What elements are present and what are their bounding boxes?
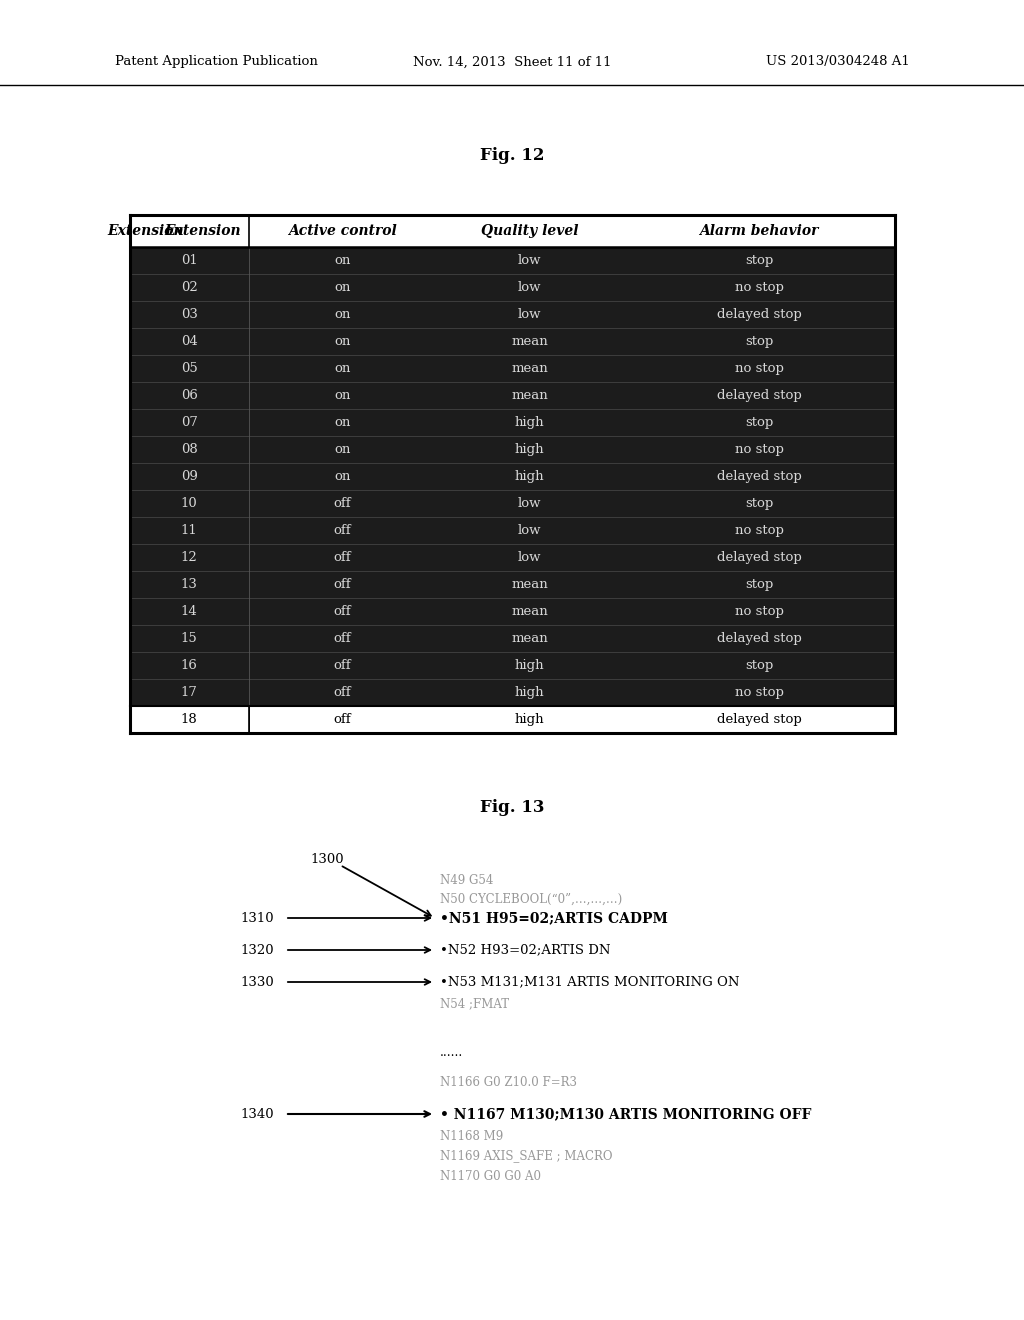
Text: off: off (334, 605, 351, 618)
Text: delayed stop: delayed stop (717, 632, 802, 645)
Text: •N51 H95=02;ARTIS CADPM: •N51 H95=02;ARTIS CADPM (440, 911, 668, 925)
Text: no stop: no stop (735, 444, 783, 455)
Text: 07: 07 (181, 416, 198, 429)
Text: off: off (334, 632, 351, 645)
Text: Patent Application Publication: Patent Application Publication (115, 55, 317, 69)
Text: Active control: Active control (288, 224, 396, 238)
Text: 06: 06 (181, 389, 198, 403)
Text: 1320: 1320 (240, 944, 273, 957)
Text: on: on (334, 444, 350, 455)
Text: 10: 10 (181, 498, 198, 510)
Text: stop: stop (745, 416, 773, 429)
Text: off: off (334, 524, 351, 537)
Text: low: low (518, 550, 542, 564)
Text: off: off (334, 686, 351, 700)
Text: mean: mean (511, 578, 548, 591)
Text: • N1167 M130;M130 ARTIS MONITORING OFF: • N1167 M130;M130 ARTIS MONITORING OFF (440, 1107, 811, 1121)
Text: off: off (334, 498, 351, 510)
Text: 1330: 1330 (240, 975, 273, 989)
Text: low: low (518, 524, 542, 537)
Text: mean: mean (511, 335, 548, 348)
Text: delayed stop: delayed stop (717, 713, 802, 726)
Text: 04: 04 (181, 335, 198, 348)
Text: Alarm behavior: Alarm behavior (699, 224, 819, 238)
Text: on: on (334, 389, 350, 403)
Text: high: high (515, 416, 545, 429)
Text: high: high (515, 470, 545, 483)
Text: no stop: no stop (735, 524, 783, 537)
Text: 05: 05 (181, 362, 198, 375)
Text: Extension: Extension (108, 224, 184, 238)
Text: delayed stop: delayed stop (717, 550, 802, 564)
Text: •N53 M131;M131 ARTIS MONITORING ON: •N53 M131;M131 ARTIS MONITORING ON (440, 975, 739, 989)
Text: on: on (334, 362, 350, 375)
Text: 03: 03 (181, 308, 198, 321)
Text: N54 ;FMAT: N54 ;FMAT (440, 998, 509, 1011)
Text: low: low (518, 253, 542, 267)
Text: Quality level: Quality level (481, 224, 579, 238)
Text: Extension: Extension (164, 224, 241, 238)
Text: N1168 M9: N1168 M9 (440, 1130, 503, 1143)
Text: delayed stop: delayed stop (717, 470, 802, 483)
Text: mean: mean (511, 362, 548, 375)
Text: N50 CYCLEBOOL(“0”,…,…,…): N50 CYCLEBOOL(“0”,…,…,…) (440, 892, 623, 906)
Text: stop: stop (745, 498, 773, 510)
Text: 02: 02 (181, 281, 198, 294)
Text: high: high (515, 686, 545, 700)
Text: off: off (334, 659, 351, 672)
Text: US 2013/0304248 A1: US 2013/0304248 A1 (766, 55, 910, 69)
Text: on: on (334, 335, 350, 348)
Text: on: on (334, 470, 350, 483)
Text: N1169 AXIS_SAFE ; MACRO: N1169 AXIS_SAFE ; MACRO (440, 1150, 612, 1163)
Text: stop: stop (745, 578, 773, 591)
Text: 14: 14 (181, 605, 198, 618)
Text: stop: stop (745, 659, 773, 672)
Text: mean: mean (511, 605, 548, 618)
Text: 01: 01 (181, 253, 198, 267)
Text: 1310: 1310 (240, 912, 273, 924)
Text: on: on (334, 416, 350, 429)
Text: 12: 12 (181, 550, 198, 564)
Text: high: high (515, 444, 545, 455)
Text: no stop: no stop (735, 605, 783, 618)
Text: low: low (518, 281, 542, 294)
Text: Fig. 13: Fig. 13 (480, 800, 544, 817)
Text: 11: 11 (181, 524, 198, 537)
Text: 1340: 1340 (240, 1107, 273, 1121)
Text: high: high (515, 713, 545, 726)
Text: 08: 08 (181, 444, 198, 455)
Text: no stop: no stop (735, 281, 783, 294)
Text: •N52 H93=02;ARTIS DN: •N52 H93=02;ARTIS DN (440, 944, 610, 957)
Text: 1300: 1300 (310, 853, 344, 866)
Text: 13: 13 (181, 578, 198, 591)
Text: off: off (334, 550, 351, 564)
Text: low: low (518, 498, 542, 510)
Text: 17: 17 (181, 686, 198, 700)
Text: off: off (334, 713, 351, 726)
Text: Fig. 12: Fig. 12 (480, 147, 544, 164)
Text: no stop: no stop (735, 686, 783, 700)
Text: mean: mean (511, 632, 548, 645)
Text: stop: stop (745, 253, 773, 267)
Text: on: on (334, 253, 350, 267)
Text: 09: 09 (181, 470, 198, 483)
Text: N1166 G0 Z10.0 F=R3: N1166 G0 Z10.0 F=R3 (440, 1076, 577, 1089)
Text: mean: mean (511, 389, 548, 403)
Text: N49 G54: N49 G54 (440, 874, 494, 887)
Text: 15: 15 (181, 632, 198, 645)
Text: low: low (518, 308, 542, 321)
Text: on: on (334, 281, 350, 294)
Text: ......: ...... (440, 1045, 463, 1059)
Text: delayed stop: delayed stop (717, 389, 802, 403)
Text: 18: 18 (181, 713, 198, 726)
Text: high: high (515, 659, 545, 672)
Text: N1170 G0 G0 A0: N1170 G0 G0 A0 (440, 1170, 541, 1183)
Text: off: off (334, 578, 351, 591)
Text: Nov. 14, 2013  Sheet 11 of 11: Nov. 14, 2013 Sheet 11 of 11 (413, 55, 611, 69)
Text: stop: stop (745, 335, 773, 348)
Text: delayed stop: delayed stop (717, 308, 802, 321)
Text: on: on (334, 308, 350, 321)
Text: no stop: no stop (735, 362, 783, 375)
Text: 16: 16 (181, 659, 198, 672)
